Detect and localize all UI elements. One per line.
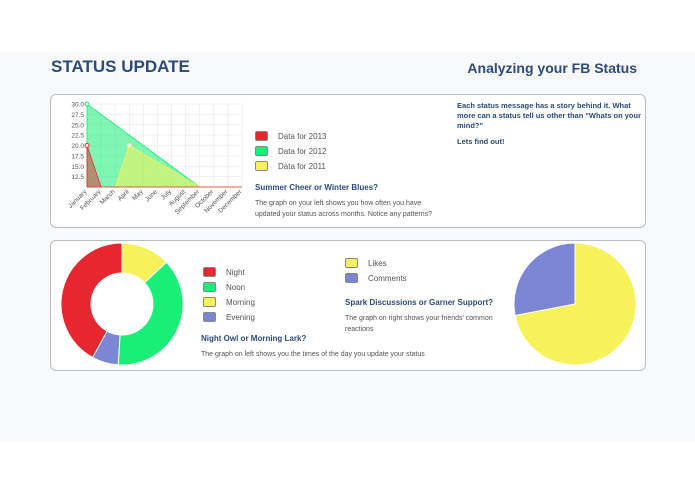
page-title: STATUS UPDATE: [51, 57, 190, 76]
legend-item-comments[interactable]: Comments: [345, 273, 407, 283]
legend-label-noon: Noon: [226, 282, 246, 292]
legend-item-likes[interactable]: Likes: [345, 258, 387, 268]
legend-item-2012[interactable]: Data for 2012: [255, 146, 326, 156]
y-tick-label: 17.5: [71, 153, 84, 160]
reactions-description: The graph on right shows your friends' c…: [345, 315, 493, 333]
legend-swatch-comments: [345, 273, 358, 283]
legend-item-evening[interactable]: Evening: [203, 312, 255, 322]
legend-label-2012: Data for 2012: [278, 146, 327, 156]
monthly-area-chart: 30.027.525.022.520.017.515.012.5JanuaryF…: [67, 101, 244, 216]
monthly-description: The graph on your left shows you how oft…: [255, 200, 433, 218]
intro-cta: Lets find out!: [457, 137, 505, 146]
y-tick-label: 22.5: [71, 133, 84, 140]
legend-item-2011[interactable]: Data for 2011: [255, 161, 326, 171]
y-tick-label: 12.5: [71, 174, 84, 181]
legend-swatch-night: [203, 267, 216, 277]
legend-item-2013[interactable]: Data for 2013: [255, 131, 326, 141]
legend-label-2011: Data for 2011: [278, 161, 326, 171]
x-tick-label: May: [131, 188, 145, 202]
y-tick-label: 20.0: [71, 143, 84, 150]
x-tick-label: June: [144, 188, 159, 203]
legend-swatch-morning: [203, 297, 216, 307]
series-point[interactable]: [84, 101, 90, 107]
x-tick-label: March: [99, 188, 117, 206]
y-tick-label: 25.0: [71, 122, 84, 129]
y-tick-label: 30.0: [71, 102, 84, 109]
doughnut-slice-night[interactable]: [60, 242, 123, 359]
legend-label-likes: Likes: [368, 258, 387, 268]
legend-swatch-evening: [203, 312, 216, 322]
doughnut-slice-noon[interactable]: [117, 261, 184, 366]
legend-label-comments: Comments: [368, 273, 407, 283]
y-tick-label: 15.0: [71, 164, 84, 171]
time-of-day-doughnut-chart: [60, 242, 184, 366]
reactions-heading: Spark Discussions or Garner Support?: [345, 298, 494, 307]
legend-label-evening: Evening: [226, 312, 255, 322]
legend-swatch-2012: [255, 146, 268, 156]
intro-text: Each status message has a story behind i…: [457, 101, 642, 130]
monthly-heading: Summer Cheer or Winter Blues?: [255, 183, 379, 192]
legend-item-night[interactable]: Night: [203, 267, 245, 277]
legend-swatch-likes: [345, 258, 358, 268]
reactions-pie-chart: [513, 242, 637, 366]
legend-swatch-noon: [203, 282, 216, 292]
time-of-day-heading: Night Owl or Morning Lark?: [201, 334, 307, 343]
x-tick-label: April: [117, 188, 132, 203]
pie-slice-likes[interactable]: [514, 242, 637, 366]
legend-swatch-2013: [255, 131, 268, 141]
series-area: [86, 145, 242, 188]
series-point[interactable]: [84, 143, 90, 148]
legend-item-morning[interactable]: Morning: [203, 297, 255, 307]
series-point[interactable]: [126, 143, 132, 148]
page-subtitle: Analyzing your FB Status: [467, 60, 637, 76]
legend-swatch-2011: [255, 161, 268, 171]
time-of-day-description: The graph on left shows you the times of…: [201, 351, 425, 358]
legend-item-noon[interactable]: Noon: [203, 282, 245, 292]
legend-label-2013: Data for 2013: [278, 131, 327, 141]
legend-label-morning: Morning: [226, 297, 255, 307]
y-tick-label: 27.5: [71, 112, 84, 119]
pie-slice-comments[interactable]: [513, 242, 576, 317]
legend-label-night: Night: [226, 267, 245, 277]
